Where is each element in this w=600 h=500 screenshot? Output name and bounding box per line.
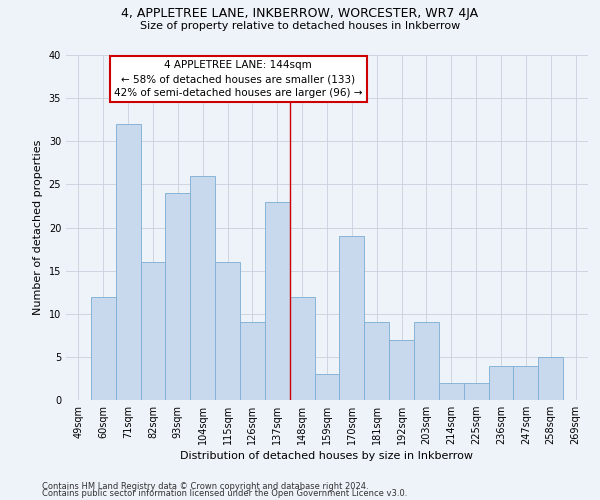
Y-axis label: Number of detached properties: Number of detached properties <box>33 140 43 315</box>
Bar <box>91 296 116 400</box>
Bar <box>140 262 166 400</box>
Bar <box>116 124 140 400</box>
Bar <box>190 176 215 400</box>
Bar <box>166 193 190 400</box>
Bar <box>538 357 563 400</box>
Bar <box>290 296 314 400</box>
Bar <box>414 322 439 400</box>
Text: 4 APPLETREE LANE: 144sqm
← 58% of detached houses are smaller (133)
42% of semi-: 4 APPLETREE LANE: 144sqm ← 58% of detach… <box>114 60 362 98</box>
Bar <box>314 374 340 400</box>
Bar <box>514 366 538 400</box>
Bar <box>240 322 265 400</box>
Bar <box>464 383 488 400</box>
Bar <box>439 383 464 400</box>
X-axis label: Distribution of detached houses by size in Inkberrow: Distribution of detached houses by size … <box>181 452 473 462</box>
Text: Contains HM Land Registry data © Crown copyright and database right 2024.: Contains HM Land Registry data © Crown c… <box>42 482 368 491</box>
Text: Contains public sector information licensed under the Open Government Licence v3: Contains public sector information licen… <box>42 490 407 498</box>
Bar <box>215 262 240 400</box>
Text: Size of property relative to detached houses in Inkberrow: Size of property relative to detached ho… <box>140 21 460 31</box>
Bar <box>265 202 290 400</box>
Text: 4, APPLETREE LANE, INKBERROW, WORCESTER, WR7 4JA: 4, APPLETREE LANE, INKBERROW, WORCESTER,… <box>121 8 479 20</box>
Bar <box>340 236 364 400</box>
Bar <box>389 340 414 400</box>
Bar <box>488 366 514 400</box>
Bar <box>364 322 389 400</box>
